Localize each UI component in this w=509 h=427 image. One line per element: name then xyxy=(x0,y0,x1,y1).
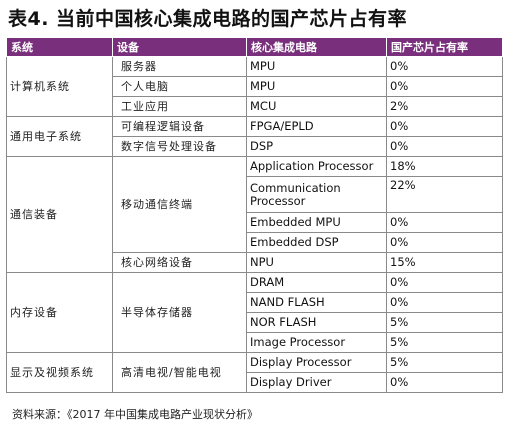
system-cell: 通信装备 xyxy=(6,156,113,273)
header-device: 设备 xyxy=(112,37,247,57)
share-cell: 15% xyxy=(386,252,503,273)
table-row: 计算机系统 服务器 MPU 0% xyxy=(6,56,503,117)
device-cell: 核心网络设备 xyxy=(112,252,247,273)
chip-cell: Embedded MPU xyxy=(246,212,387,233)
chip-cell: MPU xyxy=(246,56,387,77)
share-cell: 5% xyxy=(386,332,503,353)
share-cell: 5% xyxy=(386,352,503,373)
header-chip: 核心集成电路 xyxy=(246,37,387,57)
system-cell: 内存设备 xyxy=(6,272,113,353)
header-system: 系统 xyxy=(6,37,113,57)
chip-cell: Application Processor xyxy=(246,156,387,177)
table-title: 表4. 当前中国核心集成电路的国产芯片占有率 xyxy=(8,8,408,30)
chip-cell: NOR FLASH xyxy=(246,312,387,333)
chip-share-table: 系统 设备 核心集成电路 国产芯片占有率 计算机系统 服务器 MPU 0% 个人… xyxy=(6,37,503,393)
chip-cell: MPU xyxy=(246,76,387,97)
share-cell: 0% xyxy=(386,116,503,137)
share-cell: 0% xyxy=(386,372,503,393)
device-cell: 可编程逻辑设备 xyxy=(112,116,247,137)
device-cell: 数字信号处理设备 xyxy=(112,136,247,157)
share-cell: 18% xyxy=(386,156,503,177)
table-row: Display Driver 0% xyxy=(7,372,503,393)
share-cell: 22% xyxy=(386,176,503,213)
table-row: 核心网络设备 NPU 15% xyxy=(7,252,503,273)
chip-cell: DSP xyxy=(246,136,387,157)
header-share: 国产芯片占有率 xyxy=(386,37,503,57)
chip-cell: Communication Processor xyxy=(246,176,387,213)
chip-cell: FPGA/EPLD xyxy=(246,116,387,137)
share-cell: 0% xyxy=(386,56,503,77)
chip-cell: Image Processor xyxy=(246,332,387,353)
chip-cell: NAND FLASH xyxy=(246,292,387,313)
share-cell: 0% xyxy=(386,272,503,293)
share-cell: 2% xyxy=(386,96,503,117)
device-cell: 半导体存储器 xyxy=(112,272,247,353)
table-row: 内存设备 半导体存储器 DRAM 0% xyxy=(6,272,503,353)
share-cell: 0% xyxy=(386,292,503,313)
device-cell: 个人电脑 xyxy=(112,76,247,97)
share-cell: 0% xyxy=(386,212,503,233)
table-row: 显示及视频系统 高清电视/智能电视 Display Processor 5% xyxy=(6,352,503,393)
system-cell: 通用电子系统 xyxy=(6,116,113,157)
share-cell: 0% xyxy=(386,136,503,157)
table-row: 通用电子系统 可编程逻辑设备 FPGA/EPLD 0% xyxy=(6,116,503,157)
table-row: 通信装备 移动通信终端 Application Processor 18% xyxy=(6,156,503,273)
share-cell: 0% xyxy=(386,232,503,253)
share-cell: 0% xyxy=(386,76,503,97)
device-cell: 移动通信终端 xyxy=(112,156,247,253)
chip-cell: MCU xyxy=(246,96,387,117)
table-row: Image Processor 5% xyxy=(7,332,503,353)
chip-cell: Display Driver xyxy=(246,372,387,393)
table-row: NAND FLASH 0% xyxy=(7,292,503,313)
share-cell: 5% xyxy=(386,312,503,333)
source-note: 资料来源：《2017 年中国集成电路产业现状分析》 xyxy=(12,408,258,421)
header-row: 系统 设备 核心集成电路 国产芯片占有率 xyxy=(6,37,503,57)
device-cell: 高清电视/智能电视 xyxy=(112,352,247,393)
device-cell: 服务器 xyxy=(112,56,247,77)
chip-cell: Embedded DSP xyxy=(246,232,387,253)
table-row: 工业应用 MCU 2% xyxy=(7,96,503,117)
system-cell: 计算机系统 xyxy=(6,56,113,117)
chip-cell: DRAM xyxy=(246,272,387,293)
chip-cell: Display Processor xyxy=(246,352,387,373)
device-cell: 工业应用 xyxy=(112,96,247,117)
chip-cell: NPU xyxy=(246,252,387,273)
system-cell: 显示及视频系统 xyxy=(6,352,113,393)
table-row: Embedded DSP 0% xyxy=(7,232,503,253)
